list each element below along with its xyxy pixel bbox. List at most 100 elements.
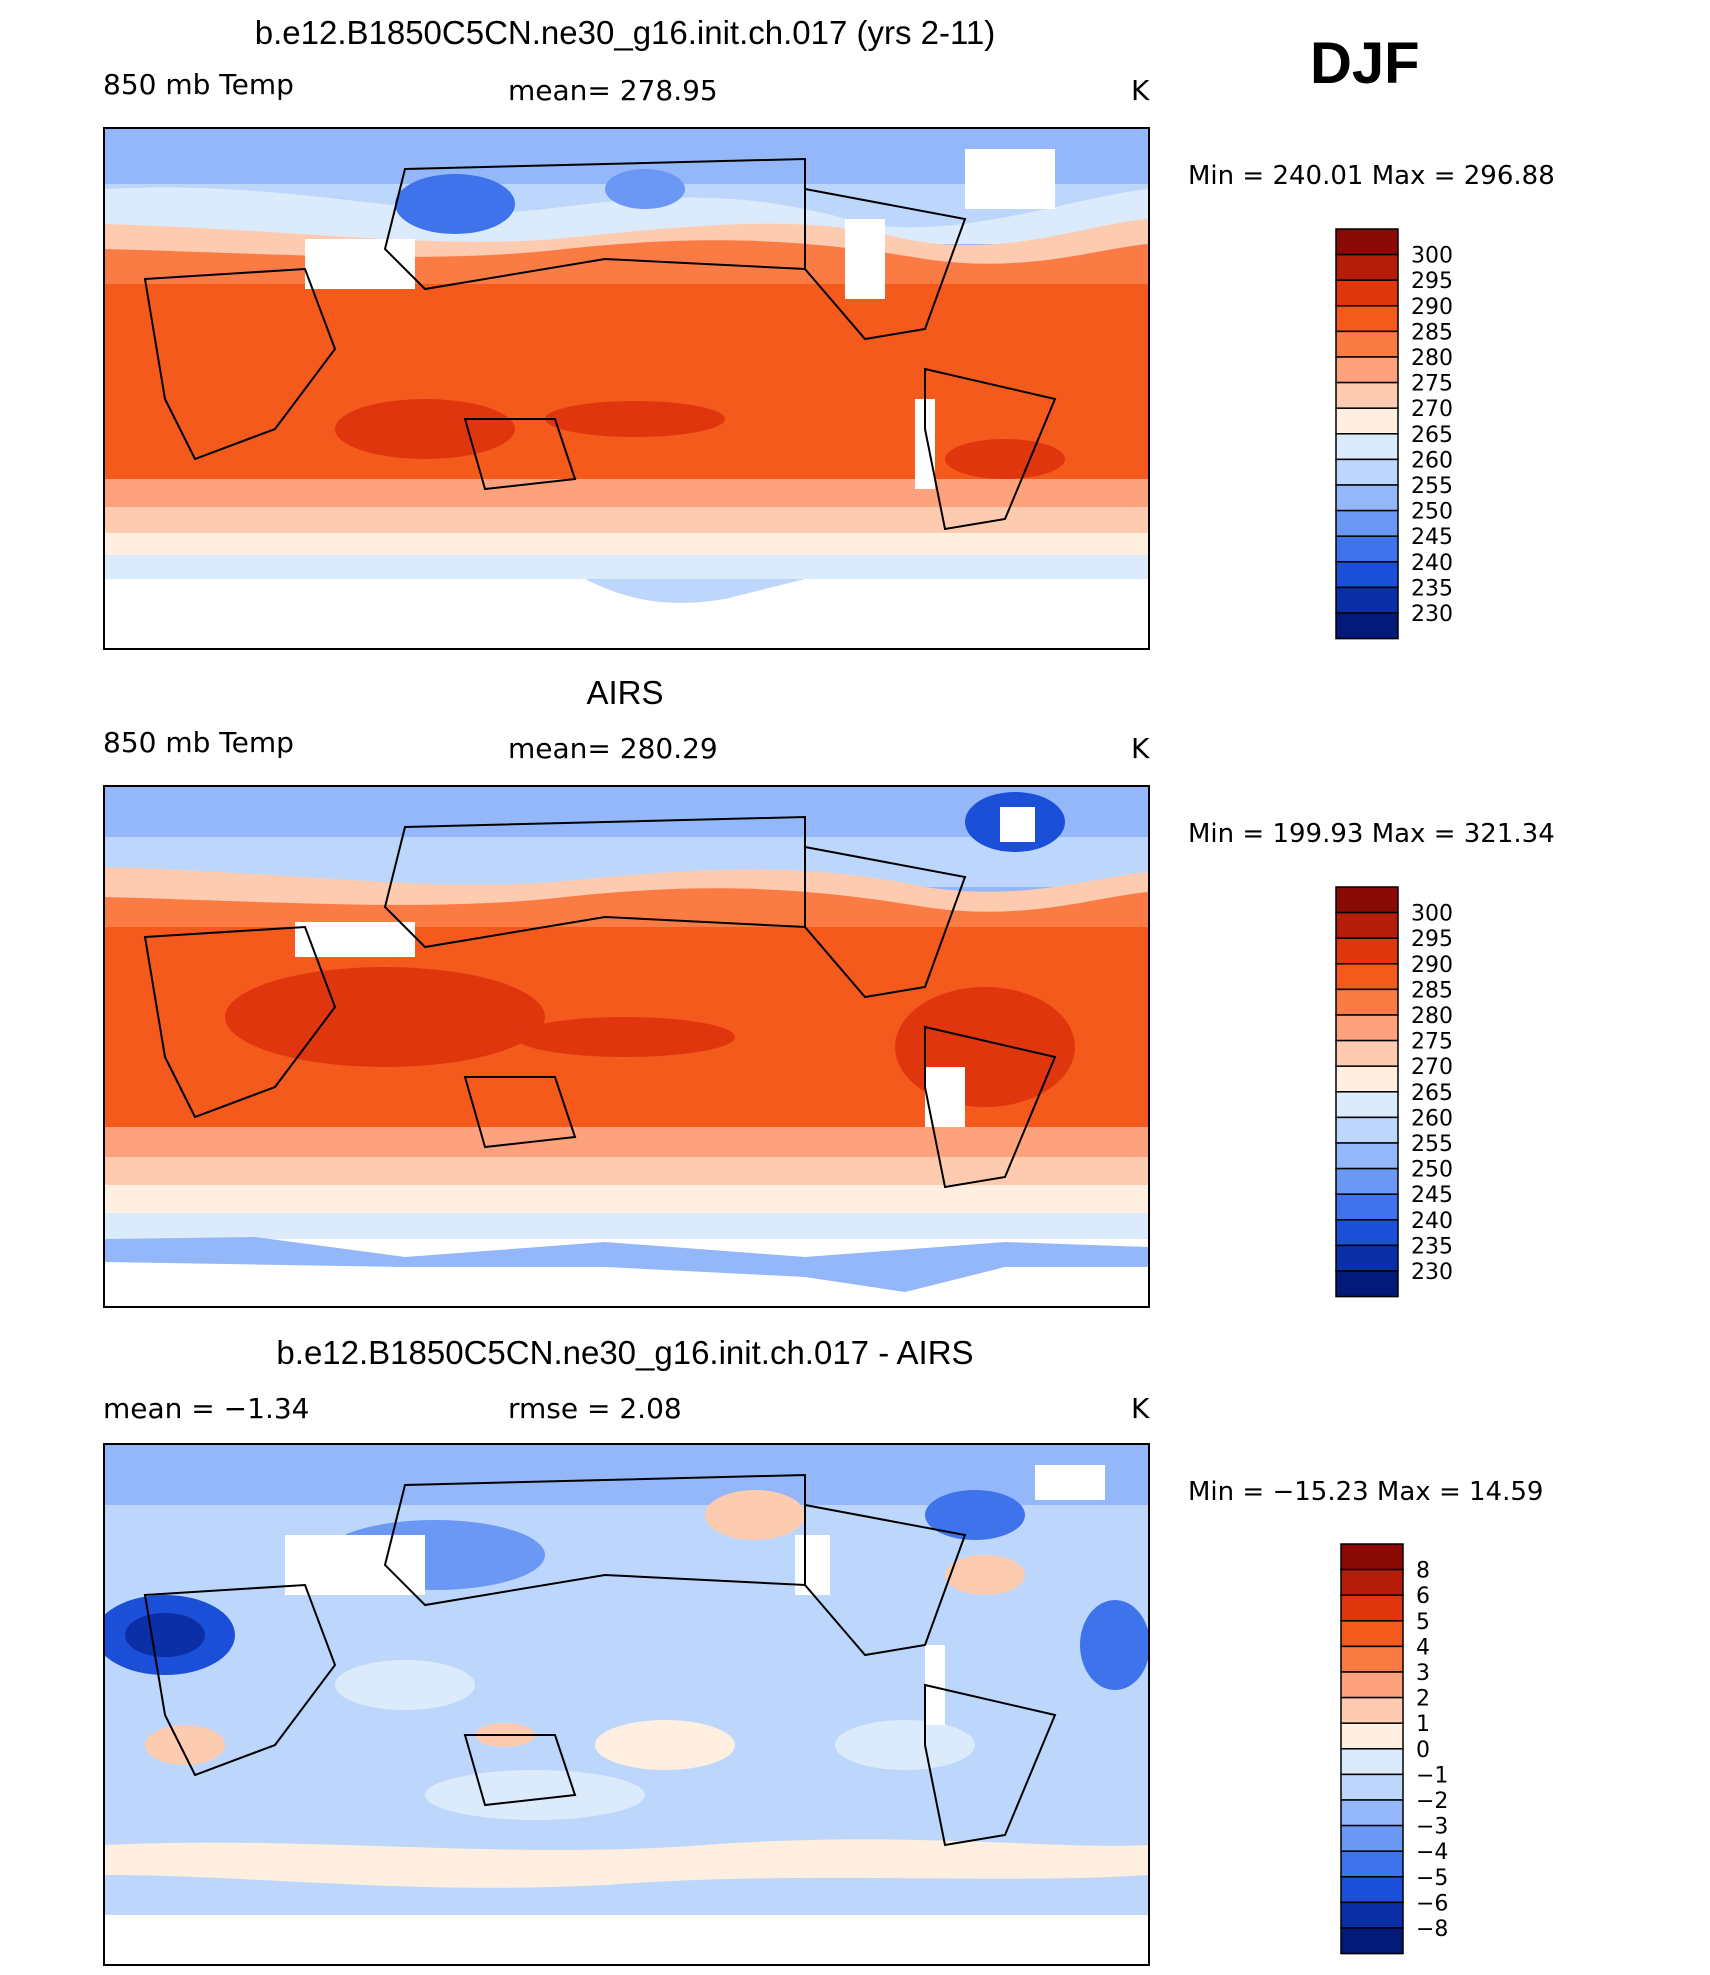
colorbar-swatch bbox=[1335, 305, 1399, 333]
season-label: DJF bbox=[1310, 31, 1420, 96]
panel-3-map bbox=[103, 1443, 1150, 1966]
colorbar-swatch bbox=[1335, 279, 1399, 307]
colorbar-swatch bbox=[1340, 1824, 1404, 1852]
colorbar-tick-label: −8 bbox=[1416, 1917, 1448, 1942]
colorbar-tick-label: 265 bbox=[1411, 423, 1453, 448]
colorbar-tick-label: 265 bbox=[1411, 1081, 1453, 1106]
colorbar-swatch bbox=[1335, 886, 1399, 914]
colorbar-tick-label: 6 bbox=[1416, 1584, 1430, 1609]
colorbar-tick-label: 290 bbox=[1411, 953, 1453, 978]
panel-1-field bbox=[105, 129, 1148, 648]
colorbar-tick-label: 275 bbox=[1411, 372, 1453, 397]
colorbar-tick-label: 250 bbox=[1411, 1158, 1453, 1183]
colorbar-swatch bbox=[1335, 586, 1399, 614]
panel-3-units-label: K bbox=[1131, 1392, 1150, 1425]
colorbar-tick-label: 300 bbox=[1411, 244, 1453, 269]
colorbar-tick-label: −3 bbox=[1416, 1815, 1448, 1840]
colorbar-swatch bbox=[1335, 1270, 1399, 1298]
colorbar-swatch bbox=[1335, 253, 1399, 281]
panel-2-field bbox=[105, 787, 1148, 1306]
colorbar-tick-label: 295 bbox=[1411, 269, 1453, 294]
panel-2-title: AIRS bbox=[586, 674, 664, 711]
colorbar-tick-label: 230 bbox=[1411, 602, 1453, 627]
colorbar-tick-label: 285 bbox=[1411, 978, 1453, 1003]
colorbar-swatch bbox=[1335, 561, 1399, 589]
colorbar-tick-label: 3 bbox=[1416, 1661, 1430, 1686]
colorbar-swatch bbox=[1340, 1671, 1404, 1699]
colorbar-swatch bbox=[1335, 963, 1399, 991]
colorbar-tick-label: 245 bbox=[1411, 525, 1453, 550]
colorbar-swatch bbox=[1335, 1039, 1399, 1067]
colorbar-swatch bbox=[1340, 1696, 1404, 1724]
colorbar-swatch bbox=[1335, 407, 1399, 435]
colorbar-swatch bbox=[1335, 1244, 1399, 1272]
panel-1-title: b.e12.B1850C5CN.ne30_g16.init.ch.017 (yr… bbox=[254, 14, 996, 51]
colorbar-swatch bbox=[1335, 612, 1399, 640]
colorbar-swatch bbox=[1335, 356, 1399, 384]
colorbar-tick-label: 280 bbox=[1411, 346, 1453, 371]
colorbar-svg: 3002952902852802752702652602552502452402… bbox=[1335, 886, 1453, 1298]
panel-1-colorbar: 300 295 290 285 280 275 270 265 260 255 250 245 240 2… bbox=[1335, 228, 1485, 647]
colorbar-tick-label: 240 bbox=[1411, 1209, 1453, 1234]
colorbar-tick-label: 300 bbox=[1411, 902, 1453, 927]
colorbar-swatch bbox=[1340, 1645, 1404, 1673]
panel-2-colorbar: 300 295 290 285 280 275 270 265 260 255 250 245 240 2… bbox=[1335, 886, 1485, 1305]
colorbar-swatch bbox=[1335, 1142, 1399, 1170]
colorbar-tick-label: 260 bbox=[1411, 448, 1453, 473]
panel-2-units-label: K bbox=[1131, 732, 1150, 765]
colorbar-swatch bbox=[1340, 1620, 1404, 1648]
colorbar-swatch bbox=[1335, 458, 1399, 486]
colorbar-tick-label: 275 bbox=[1411, 1030, 1453, 1055]
colorbar-swatch bbox=[1335, 1014, 1399, 1042]
colorbar-swatch bbox=[1335, 484, 1399, 512]
colorbar-swatch bbox=[1340, 1799, 1404, 1827]
colorbar-tick-label: −1 bbox=[1416, 1763, 1448, 1788]
colorbar-swatch bbox=[1340, 1773, 1404, 1801]
colorbar-tick-label: 255 bbox=[1411, 474, 1453, 499]
colorbar-swatch bbox=[1340, 1876, 1404, 1904]
panel-3-field bbox=[105, 1445, 1148, 1964]
colorbar-swatch bbox=[1335, 433, 1399, 461]
panel-2-variable-label: 850 mb Temp bbox=[103, 726, 294, 759]
panel-3-title: b.e12.B1850C5CN.ne30_g16.init.ch.017 - A… bbox=[276, 1334, 974, 1371]
colorbar-tick-label: 260 bbox=[1411, 1106, 1453, 1131]
colorbar-tick-label: 4 bbox=[1416, 1635, 1430, 1660]
colorbar-tick-label: 270 bbox=[1411, 1055, 1453, 1080]
colorbar-tick-label: 290 bbox=[1411, 295, 1453, 320]
colorbar-swatch bbox=[1340, 1543, 1404, 1571]
colorbar-swatch bbox=[1335, 228, 1399, 256]
colorbar-swatch bbox=[1340, 1850, 1404, 1878]
colorbar-tick-label: 250 bbox=[1411, 500, 1453, 525]
colorbar-swatch bbox=[1335, 911, 1399, 939]
panel-1-variable-label: 850 mb Temp bbox=[103, 68, 294, 101]
colorbar-tick-label: 2 bbox=[1416, 1687, 1430, 1712]
colorbar-svg: 3002952902852802752702652602552502452402… bbox=[1335, 228, 1453, 640]
colorbar-swatch bbox=[1335, 988, 1399, 1016]
colorbar-swatch bbox=[1335, 509, 1399, 537]
colorbar-swatch bbox=[1335, 1116, 1399, 1144]
panel-3-colorbar: 8 6 5 4 3 2 1 0 −1 −2 −3 −4 −5 −6 −8 bbox=[1340, 1543, 1490, 1962]
panel-1-map bbox=[103, 127, 1150, 650]
colorbar-tick-label: 230 bbox=[1411, 1260, 1453, 1285]
colorbar-swatch bbox=[1335, 1193, 1399, 1221]
colorbar-tick-label: 255 bbox=[1411, 1132, 1453, 1157]
panel-1-min-max: Min = 240.01 Max = 296.88 bbox=[1188, 161, 1555, 191]
colorbar-tick-label: 1 bbox=[1416, 1712, 1430, 1737]
colorbar-tick-label: 235 bbox=[1411, 576, 1453, 601]
colorbar-swatch bbox=[1335, 1065, 1399, 1093]
colorbar-swatch bbox=[1340, 1927, 1404, 1955]
panel-2-map bbox=[103, 785, 1150, 1308]
colorbar-swatch bbox=[1335, 330, 1399, 358]
colorbar-swatch bbox=[1340, 1901, 1404, 1929]
colorbar-swatch bbox=[1335, 937, 1399, 965]
colorbar-swatch bbox=[1335, 1091, 1399, 1119]
panel-3-rmse-label: rmse = 2.08 bbox=[508, 1392, 682, 1425]
colorbar-tick-label: −5 bbox=[1416, 1866, 1448, 1891]
colorbar-tick-label: 8 bbox=[1416, 1559, 1430, 1584]
colorbar-tick-label: −4 bbox=[1416, 1840, 1448, 1865]
colorbar-tick-label: 245 bbox=[1411, 1183, 1453, 1208]
colorbar-swatch bbox=[1335, 1219, 1399, 1247]
colorbar-tick-label: 0 bbox=[1416, 1738, 1430, 1763]
colorbar-swatch bbox=[1340, 1594, 1404, 1622]
